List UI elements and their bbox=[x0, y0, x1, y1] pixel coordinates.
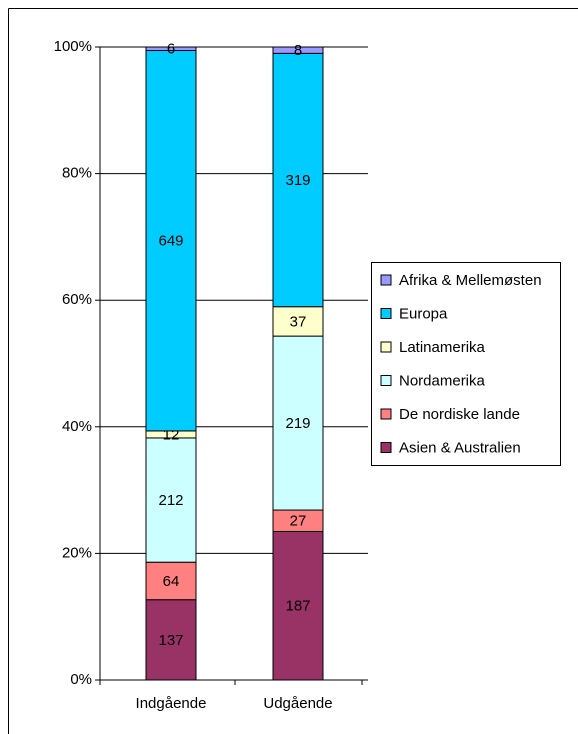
bar-segment bbox=[145, 46, 197, 52]
legend-label: Nordamerika bbox=[399, 372, 486, 389]
data-label: 319 bbox=[285, 172, 310, 189]
bar-segment bbox=[145, 599, 197, 681]
x-tick-label: Indgående bbox=[136, 695, 207, 712]
bar-segment bbox=[272, 306, 324, 337]
legend-label: De nordiske lande bbox=[399, 406, 520, 423]
y-tick-label: 40% bbox=[62, 418, 92, 435]
data-label: 8 bbox=[294, 42, 302, 59]
bar-segment bbox=[145, 561, 197, 601]
x-tick-label: Udgående bbox=[263, 695, 332, 712]
legend-swatch bbox=[380, 408, 392, 420]
bar-segment bbox=[145, 437, 197, 563]
bar-segment bbox=[272, 52, 324, 308]
legend-label: Latinamerika bbox=[399, 339, 486, 356]
legend-swatch bbox=[380, 375, 392, 386]
y-tick-label: 60% bbox=[62, 291, 92, 308]
bar-segment bbox=[272, 335, 324, 511]
y-tick-label: 0% bbox=[70, 671, 92, 688]
y-tick-label: 20% bbox=[62, 544, 92, 561]
legend-label: Europa bbox=[399, 305, 448, 322]
legend-swatch bbox=[380, 341, 392, 353]
data-label: 212 bbox=[158, 492, 183, 509]
bar-segment bbox=[145, 50, 197, 432]
data-label: 37 bbox=[290, 313, 307, 330]
data-label: 187 bbox=[285, 598, 310, 615]
data-label: 6 bbox=[167, 41, 175, 58]
data-label: 137 bbox=[158, 632, 183, 649]
y-tick-label: 80% bbox=[62, 165, 92, 182]
legend-label: Afrika & Mellemøsten bbox=[399, 272, 542, 289]
legend-swatch bbox=[380, 442, 392, 453]
data-label: 649 bbox=[158, 233, 183, 250]
legend-swatch bbox=[380, 274, 392, 286]
legend-swatch bbox=[380, 308, 392, 319]
bar-segment bbox=[272, 46, 324, 54]
data-label: 27 bbox=[290, 513, 307, 530]
legend-label: Asien & Australien bbox=[399, 439, 521, 456]
data-label: 64 bbox=[163, 573, 180, 590]
y-tick-label: 100% bbox=[54, 38, 92, 55]
data-label: 219 bbox=[285, 415, 310, 432]
legend bbox=[371, 262, 561, 466]
bar-segment bbox=[272, 530, 324, 681]
